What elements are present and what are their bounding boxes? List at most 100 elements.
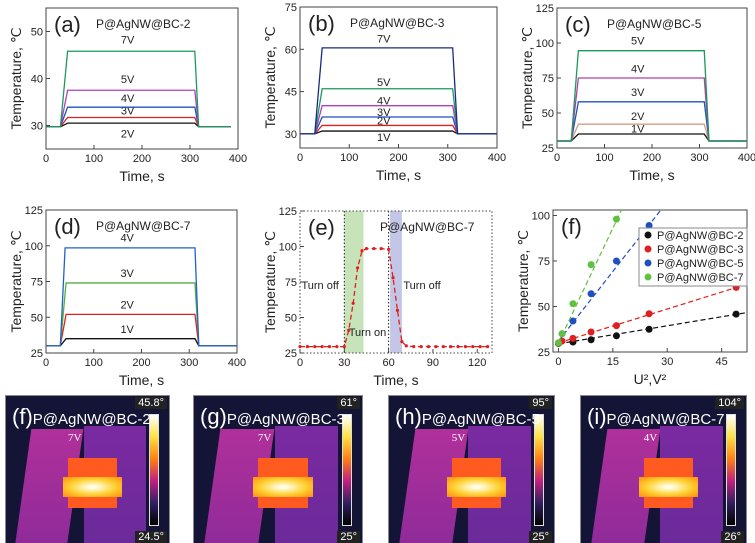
y-tick-label: 100 xyxy=(279,242,297,254)
data-point xyxy=(569,300,577,308)
series-line xyxy=(300,88,497,135)
panel-label: (a) xyxy=(54,12,81,37)
y-tick-label: 45 xyxy=(285,87,297,99)
data-point xyxy=(364,247,369,251)
y-tick-label: 100 xyxy=(532,210,550,222)
sample-label: P@AgNW@BC-3 xyxy=(226,411,345,428)
series-line xyxy=(46,50,231,128)
plot-frame xyxy=(299,210,493,354)
max-temp: 45.8° xyxy=(135,397,167,409)
y-tick-label: 50 xyxy=(31,27,43,39)
x-tick-label: 60 xyxy=(382,357,394,369)
y-axis-label: Temperature, ℃ xyxy=(519,27,535,129)
chart-title: P@AgNW@BC-7 xyxy=(96,219,191,233)
data-point xyxy=(471,345,475,349)
y-tick-label: 75 xyxy=(542,73,554,85)
x-tick-label: 0 xyxy=(43,357,49,369)
x-tick-label: 400 xyxy=(228,357,246,369)
panel-label: (d) xyxy=(54,214,81,239)
y-axis-label: Temperature, ℃ xyxy=(515,230,531,332)
x-tick-label: 0 xyxy=(297,152,303,164)
voltage-label: 3V xyxy=(631,87,645,99)
x-tick-label: 300 xyxy=(181,153,199,165)
x-tick-label: 200 xyxy=(132,357,150,369)
x-tick-label: 300 xyxy=(180,357,198,369)
chart-a: 0 100 200 300 400 30 40 50 Time, s Temperature, ℃… xyxy=(8,7,247,184)
voltage-label: 1V xyxy=(120,324,134,336)
x-tick-label: 100 xyxy=(340,152,358,164)
y-tick-label: 75 xyxy=(285,2,297,14)
data-point xyxy=(463,345,468,349)
thermal-image-g: 61° 25° (g)P@AgNW@BC-3 7V xyxy=(193,395,363,543)
x-axis-label: Time, s xyxy=(629,167,674,183)
chart-d: 0 100 200 300 400 25 50 75 100 125 Time, s Temperat… xyxy=(8,205,246,388)
x-tick-label: 15 xyxy=(607,356,619,368)
voltage-label: 4V xyxy=(121,93,135,105)
chart-title: P@AgNW@BC-5 xyxy=(607,17,702,31)
y-tick-label: 30 xyxy=(285,129,297,141)
legend-label: P@AgNW@BC-5 xyxy=(657,258,744,270)
y-tick-label: 75 xyxy=(538,256,550,268)
voltage-label: 1V xyxy=(631,124,645,136)
chart-title: P@AgNW@BC-3 xyxy=(350,16,445,30)
data-point xyxy=(612,332,620,340)
annotation: Turn on xyxy=(349,327,387,339)
y-tick-label: 25 xyxy=(538,347,550,359)
voltage-label: 7V xyxy=(67,431,82,444)
shaded-band xyxy=(344,211,364,353)
data-point xyxy=(558,330,566,338)
x-tick-label: 0 xyxy=(555,356,561,368)
series-line xyxy=(300,47,497,135)
colorbar xyxy=(534,414,544,526)
panel-label: (i) xyxy=(587,404,607,429)
fit-line xyxy=(558,283,748,344)
data-point xyxy=(305,345,309,349)
data-point xyxy=(441,345,445,349)
chart-c: 0 100 200 300 400 25 50 75 100 125 Time, s Temperat… xyxy=(519,3,755,183)
data-point xyxy=(612,322,620,330)
data-point xyxy=(298,345,302,349)
panel-label: (f) xyxy=(561,214,582,239)
y-axis-label: Temperature, ℃ xyxy=(262,26,278,128)
data-point xyxy=(313,345,317,349)
x-tick-label: 200 xyxy=(643,152,661,164)
data-point xyxy=(360,249,364,253)
voltage-label: 1V xyxy=(377,132,391,144)
data-point xyxy=(612,257,620,265)
min-temp: 25° xyxy=(337,531,360,543)
voltage-label: 4V xyxy=(377,95,391,107)
chart-b: 0 100 200 300 400 30 45 60 75 Time, s Temperature,… xyxy=(262,2,506,183)
data-point xyxy=(391,276,395,280)
series-line xyxy=(557,123,747,142)
data-point xyxy=(554,339,562,347)
max-temp: 104° xyxy=(715,397,744,409)
x-tick-label: 0 xyxy=(297,357,303,369)
data-point xyxy=(587,290,595,298)
legend-label: P@AgNW@BC-2 xyxy=(657,230,744,242)
voltage-label: 3V xyxy=(377,107,391,119)
series-line xyxy=(46,313,237,347)
data-point xyxy=(404,344,408,348)
x-tick-label: 30 xyxy=(338,357,350,369)
max-temp: 95° xyxy=(529,397,552,409)
series-line xyxy=(300,105,497,135)
voltage-label: 7V xyxy=(121,34,135,46)
voltage-label: 2V xyxy=(377,116,391,128)
data-point xyxy=(569,334,577,342)
y-tick-label: 60 xyxy=(285,44,297,56)
data-point xyxy=(478,345,482,349)
colorbar xyxy=(149,414,159,526)
series-line xyxy=(46,338,237,347)
panel-label: (f) xyxy=(12,404,33,429)
annotation: Turn off xyxy=(301,280,339,292)
voltage-label: 7V xyxy=(377,33,391,45)
x-tick-label: 30 xyxy=(661,356,673,368)
data-point xyxy=(395,308,400,312)
y-axis-label: Temperature, ℃ xyxy=(8,230,24,332)
colorbar xyxy=(342,414,352,526)
series-line xyxy=(557,50,747,142)
y-tick-label: 25 xyxy=(542,143,554,155)
y-tick-label: 25 xyxy=(285,348,297,360)
sample-label: P@AgNW@BC-7 xyxy=(606,411,725,428)
